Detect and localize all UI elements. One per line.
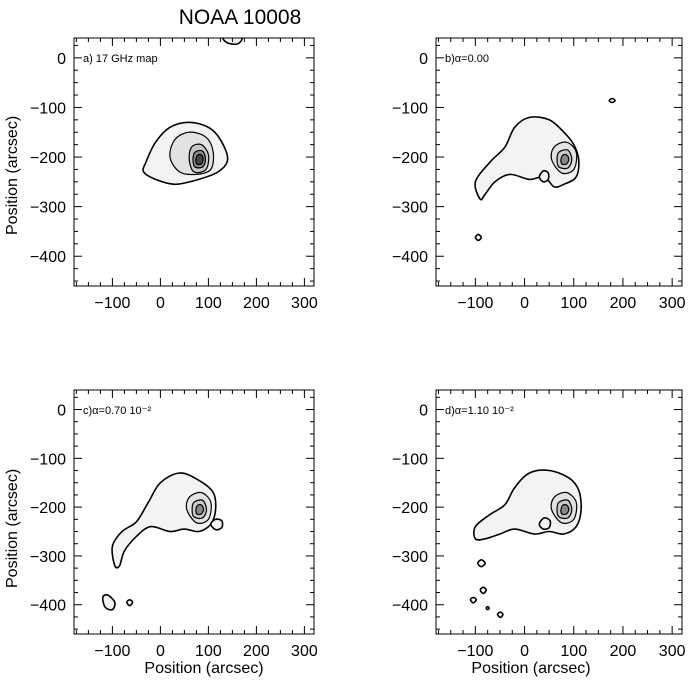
x-tick-label: 200 [610, 643, 637, 660]
contour-level-1 [209, 518, 224, 531]
panel-label: a) 17 GHz map [83, 53, 158, 65]
contour-level-1 [469, 596, 478, 604]
plot-frame [73, 37, 315, 287]
panel-a: −100 0 100 200 300 0 −100 −200 −300 −400 a) 17 GHz… [30, 37, 318, 312]
x-tick-label: 300 [659, 643, 686, 660]
x-tick-label: 200 [610, 295, 637, 312]
y-tick-label: −300 [30, 549, 66, 566]
x-tick-label: −100 [457, 643, 493, 660]
panel-b: −100 0 100 200 300 0 −100 −200 −300 −400 b)α=0.00 [392, 37, 686, 312]
y-tick-label: −100 [392, 100, 428, 117]
contour-level-4 [560, 504, 570, 516]
y-tick-label: −300 [30, 200, 66, 217]
contour-level-5 [195, 153, 204, 166]
y-tick-label: −300 [392, 200, 428, 217]
panel-label: d)α=1.10 10⁻² [445, 405, 514, 417]
y-tick-label: −400 [30, 249, 66, 266]
x-axis-label-right: Position (arcsec) [471, 660, 591, 677]
panel-label: b)α=0.00 [445, 53, 489, 65]
y-tick-label: −100 [30, 100, 66, 117]
x-tick-label: −100 [94, 643, 130, 660]
x-tick-label: 100 [195, 295, 222, 312]
panel-c: −100 0 100 200 300 0 −100 −200 −300 −400 c)α=0.70 … [30, 389, 318, 660]
contour-level-1 [538, 516, 552, 531]
x-tick-label: 100 [195, 643, 222, 660]
x-tick-label: 300 [659, 295, 686, 312]
plot-frame [73, 389, 315, 635]
y-tick-label: 0 [57, 403, 66, 420]
contour-level-1 [474, 233, 483, 242]
x-tick-label: −100 [94, 295, 130, 312]
x-tick-label: 0 [520, 295, 529, 312]
y-tick-label: −400 [392, 598, 428, 615]
y-tick-label: 0 [57, 51, 66, 68]
contour-level-1 [476, 558, 487, 568]
y-tick-label: −200 [392, 150, 428, 167]
contour-level-4 [195, 504, 205, 516]
x-axis-label-left: Position (arcsec) [144, 660, 264, 677]
x-tick-label: −100 [457, 295, 493, 312]
x-tick-label: 0 [156, 643, 165, 660]
contour-level-1 [479, 586, 488, 595]
x-tick-label: 200 [243, 295, 270, 312]
contour-level-1 [101, 593, 116, 611]
y-tick-label: −100 [30, 451, 66, 468]
contour-level-1 [473, 469, 582, 541]
plot-frame [435, 389, 683, 635]
x-tick-label: 200 [243, 643, 270, 660]
x-tick-label: 300 [291, 643, 318, 660]
x-tick-label: 0 [520, 643, 529, 660]
y-tick-label: 0 [419, 51, 428, 68]
y-tick-label: −300 [392, 549, 428, 566]
contour-level-1 [496, 611, 504, 619]
y-tick-label: −200 [30, 150, 66, 167]
y-tick-label: −400 [392, 249, 428, 266]
y-tick-label: −400 [30, 598, 66, 615]
x-tick-label: 100 [560, 643, 587, 660]
contour-level-4 [560, 153, 570, 166]
contour-level-1 [474, 116, 580, 201]
x-tick-label: 300 [291, 295, 318, 312]
panel-label: c)α=0.70 10⁻² [83, 405, 151, 417]
contour-level-1 [608, 97, 616, 104]
contour-level-1 [538, 169, 550, 183]
figure-title: NOAA 10008 [178, 6, 302, 29]
panel-d: −100 0 100 200 300 0 −100 −200 −300 −400 d)α=1.10 … [392, 389, 686, 660]
contour-level-1 [485, 605, 490, 611]
y-tick-label: −100 [392, 451, 428, 468]
y-tick-label: −200 [392, 500, 428, 517]
plot-frame [435, 37, 683, 287]
y-tick-label: 0 [419, 403, 428, 420]
x-tick-label: 0 [156, 295, 165, 312]
y-tick-label: −200 [30, 500, 66, 517]
x-tick-label: 100 [560, 295, 587, 312]
contour-level-1 [125, 598, 134, 607]
